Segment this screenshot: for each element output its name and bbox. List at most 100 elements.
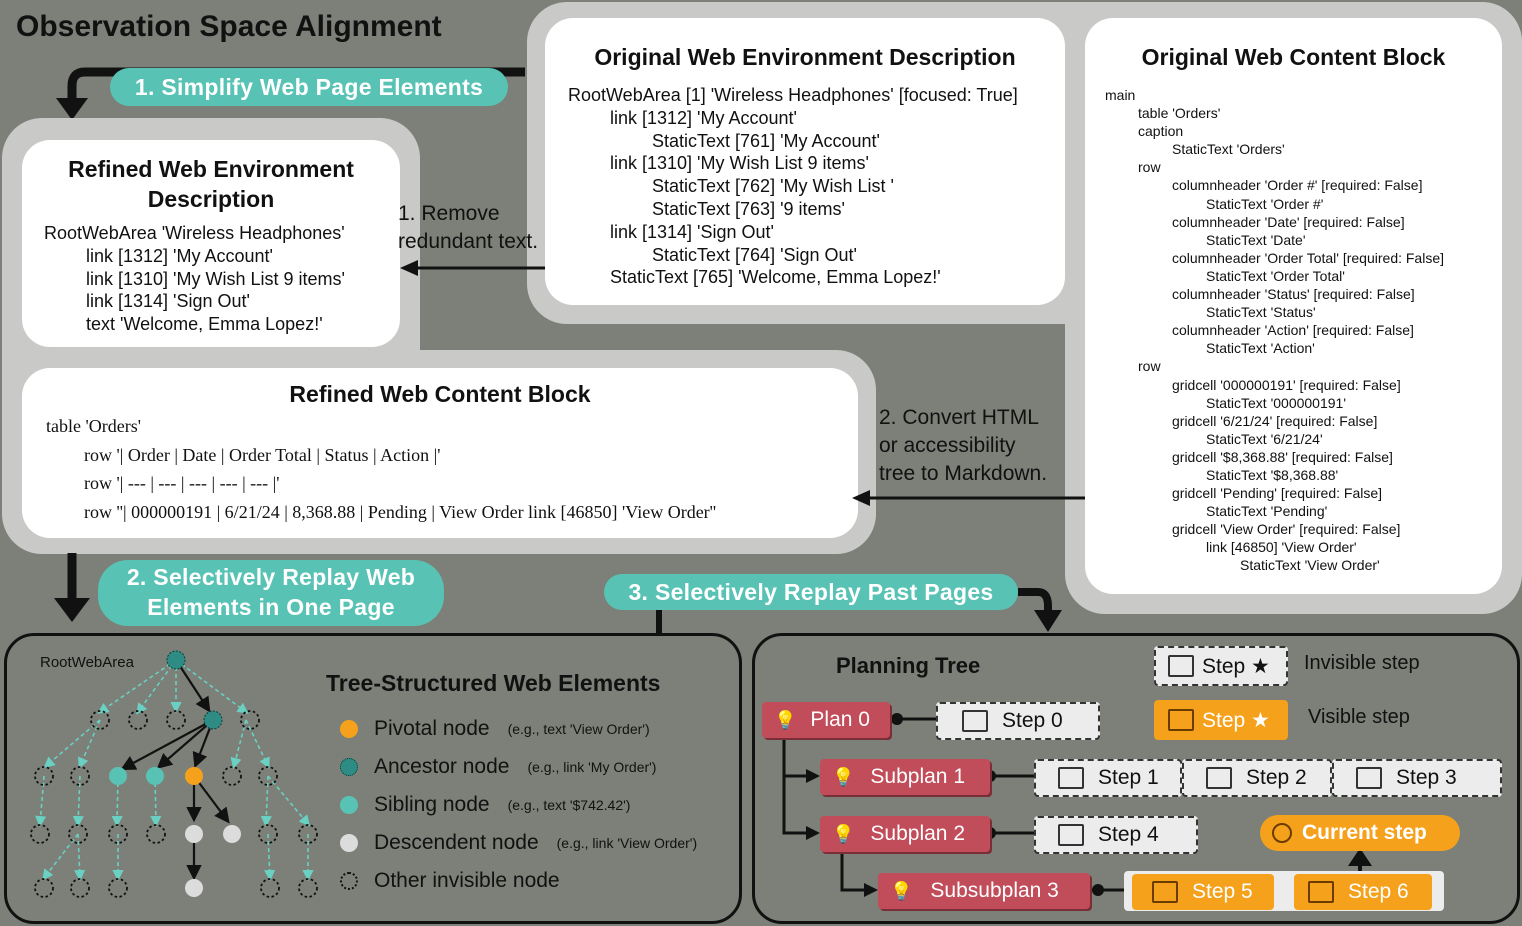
tree-line: StaticText [763] '9 items' [652, 198, 845, 219]
tree-line: row [1138, 358, 1161, 375]
screen-icon [1356, 767, 1382, 789]
original-content-lines: main table 'Orders' caption StaticText '… [1105, 86, 1444, 575]
invisible-node-icon [340, 872, 358, 890]
person-icon [1272, 823, 1292, 843]
original-content-card: Original Web Content Block main table 'O… [1085, 18, 1502, 594]
planning-title: Planning Tree [836, 653, 981, 678]
refined-env-lines: RootWebArea 'Wireless Headphones' link [… [44, 222, 345, 336]
ancestor-node-icon [340, 758, 358, 776]
tree-node-inv [34, 766, 54, 786]
original-env-title: Original Web Environment Description [594, 44, 1016, 70]
lightbulb-icon: 💡 [890, 880, 913, 901]
tree-node-inv [90, 710, 110, 730]
step-0[interactable]: Step 0 [936, 702, 1100, 740]
current-step-badge: Current step [1260, 815, 1460, 851]
tree-line: StaticText [764] 'Sign Out' [652, 244, 857, 265]
legend-label: Ancestor node [374, 755, 510, 778]
lightbulb-icon: 💡 [832, 823, 855, 844]
step-label: Step 3 [1396, 766, 1457, 789]
tree-node-inv [108, 824, 128, 844]
tree-line: StaticText '000000191' [1206, 394, 1346, 411]
tree-node-inv [68, 824, 88, 844]
legend-example: (e.g., text '$742.42') [507, 797, 631, 813]
subplan-2[interactable]: 💡 Subplan 2 [820, 816, 990, 852]
tree-line: text 'Welcome, Emma Lopez!' [86, 314, 323, 335]
tree-line: StaticText 'Pending' [1206, 503, 1328, 520]
legend-pivotal: Pivotal node (e.g., text 'View Order') [340, 710, 697, 748]
simplify-pill: 1. Simplify Web Page Elements [110, 68, 508, 106]
tree-line: StaticText 'Action' [1206, 340, 1315, 357]
step-label: Step 5 [1192, 880, 1253, 903]
tree-node-inv [222, 766, 242, 786]
legend-example: (e.g., link 'View Order') [556, 835, 698, 851]
tree-line: link [1314] 'Sign Out' [86, 291, 250, 312]
tree-line: gridcell '$8,368.88' [required: False] [1172, 448, 1393, 465]
tree-node-inv [70, 766, 90, 786]
legend-example: (e.g., text 'View Order') [507, 721, 650, 737]
tree-node-inv [70, 878, 90, 898]
tree-line: StaticText [761] 'My Account' [652, 130, 880, 151]
convert-note-line: 2. Convert HTML [879, 406, 1039, 429]
tree-line: StaticText 'Order #' [1206, 195, 1324, 212]
step-6[interactable]: Step 6 [1294, 874, 1432, 910]
tree-title: Tree-Structured Web Elements [326, 670, 661, 696]
subplan-1[interactable]: 💡 Subplan 1 [820, 759, 990, 795]
refined-content-title: Refined Web Content Block [289, 381, 591, 407]
tree-line: row [1138, 159, 1161, 176]
legend-label: Other invisible node [374, 869, 560, 892]
tree-line: link [1314] 'Sign Out' [610, 221, 774, 242]
step-4[interactable]: Step 4 [1034, 816, 1198, 854]
step-label: Step 1 [1098, 766, 1159, 789]
legend-invisible: Other invisible node [340, 862, 697, 900]
pivotal-node-icon [340, 720, 358, 738]
tree-line: gridcell '000000191' [required: False] [1172, 376, 1401, 393]
refined-content-lines: table 'Orders' row '| Order | Date | Ord… [46, 412, 716, 526]
tree-node-des [185, 825, 203, 843]
tree-line: columnheader 'Date' [required: False] [1172, 213, 1405, 230]
lightbulb-icon: 💡 [774, 709, 797, 730]
legend-example: (e.g., link 'My Order') [527, 759, 657, 775]
subsubplan-3[interactable]: 💡 Subsubplan 3 [878, 873, 1090, 909]
sibling-node-icon [340, 796, 358, 814]
tree-line: link [1310] 'My Wish List 9 items' [86, 268, 345, 289]
step-3[interactable]: Step 3 [1332, 759, 1502, 797]
step-5[interactable]: Step 5 [1132, 874, 1274, 910]
tree-node-inv [298, 824, 318, 844]
tree-line: StaticText [765] 'Welcome, Emma Lopez!' [610, 267, 941, 288]
step-label: Step 0 [1002, 709, 1063, 732]
screen-icon [1058, 824, 1084, 846]
tree-node-inv [240, 710, 260, 730]
tree-line: RootWebArea 'Wireless Headphones' [44, 223, 345, 243]
tree-line: columnheader 'Action' [required: False] [1172, 322, 1414, 339]
refined-content-card: Refined Web Content Block table 'Orders'… [22, 368, 858, 538]
remove-note-line: 1. Remove [398, 202, 500, 225]
tree-line: row ''| 000000191 | 6/21/24 | 8,368.88 |… [84, 501, 717, 522]
plan-0[interactable]: 💡 Plan 0 [762, 702, 890, 738]
step-1[interactable]: Step 1 [1034, 759, 1182, 797]
tree-line: StaticText '$8,368.88' [1206, 466, 1339, 483]
tree-line: link [1312] 'My Account' [610, 107, 797, 128]
tree-line: row '| --- | --- | --- | --- | --- |' [84, 473, 280, 493]
screen-icon [1308, 881, 1334, 903]
tree-graph [30, 650, 318, 898]
tree-line: columnheader 'Order #' [required: False] [1172, 177, 1423, 194]
tree-node-sib [146, 767, 164, 785]
plan-label: Subsubplan 3 [930, 879, 1059, 902]
legend-sibling: Sibling node (e.g., text '$742.42') [340, 786, 697, 824]
step-label: Step 6 [1348, 880, 1409, 903]
tree-line: columnheader 'Order Total' [required: Fa… [1172, 249, 1445, 266]
legend-ancestor: Ancestor node (e.g., link 'My Order') [340, 748, 697, 786]
step-2[interactable]: Step 2 [1182, 759, 1332, 797]
replay-one-page-pill: 2. Selectively Replay Web Elements in On… [98, 560, 444, 626]
tree-node-inv [166, 710, 186, 730]
tree-line: gridcell 'Pending' [required: False] [1172, 485, 1383, 502]
step-label: Step ★ [1202, 708, 1270, 732]
tree-node-inv [34, 878, 54, 898]
plan-label: Subplan 1 [870, 765, 966, 788]
screen-icon [1058, 767, 1084, 789]
legend-label: Sibling node [374, 793, 490, 816]
tree-legend: Pivotal node (e.g., text 'View Order') A… [340, 710, 697, 900]
tree-line: StaticText 'Orders' [1172, 141, 1285, 158]
legend-descendent: Descendent node (e.g., link 'View Order'… [340, 824, 697, 862]
